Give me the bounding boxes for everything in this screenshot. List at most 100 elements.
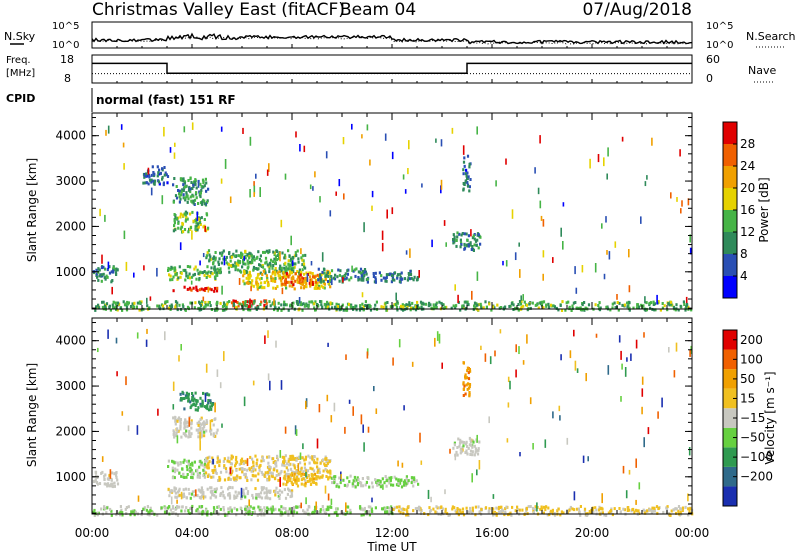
heatmap-cell (661, 306, 664, 310)
colorbar-tick-label: 16 (740, 203, 755, 217)
heatmap-cell (183, 126, 186, 133)
heatmap-cell (622, 507, 625, 511)
heatmap-cell (366, 304, 369, 308)
heatmap-cell (677, 308, 680, 312)
heatmap-cell (168, 273, 171, 277)
heatmap-cell (223, 478, 227, 482)
heatmap-cell (196, 289, 199, 293)
heatmap-cell (594, 263, 597, 273)
heatmap-cell (517, 303, 520, 306)
heatmap-cell (194, 408, 197, 412)
heatmap-cell (526, 334, 528, 344)
heatmap-cell (190, 421, 193, 425)
heatmap-cell (581, 303, 584, 307)
heatmap-cell (617, 308, 620, 312)
heatmap-cell (656, 294, 658, 305)
heatmap-cell (147, 173, 150, 177)
heatmap-cell (101, 470, 104, 474)
heatmap-cell (327, 275, 330, 278)
heatmap-cell (326, 394, 329, 402)
heatmap-cell (304, 481, 307, 485)
heatmap-cell (281, 463, 284, 467)
heatmap-cell (247, 510, 250, 513)
heatmap-cell (475, 449, 478, 453)
heatmap-cell (399, 478, 403, 482)
heatmap-cell (235, 455, 238, 459)
heatmap-cell (300, 502, 302, 509)
heatmap-cell (224, 514, 227, 517)
heatmap-cell (495, 506, 498, 510)
heatmap-cell (475, 302, 478, 306)
heatmap-cell (635, 339, 638, 349)
heatmap-cell (228, 485, 231, 489)
heatmap-cell (178, 192, 181, 196)
heatmap-cell (329, 505, 332, 509)
heatmap-cell (204, 495, 207, 499)
heatmap-cell (351, 482, 354, 486)
heatmap-cell (372, 275, 375, 278)
scattered-echoes (97, 328, 692, 513)
heatmap-cell (104, 306, 107, 310)
heatmap-cell (207, 270, 210, 274)
heatmap-cell (460, 233, 463, 237)
heatmap-cell (162, 183, 165, 187)
heatmap-cell (471, 450, 474, 454)
heatmap-cell (478, 510, 481, 514)
heatmap-cell (195, 401, 198, 405)
heatmap-cell (446, 511, 449, 515)
heatmap-cell (405, 513, 408, 517)
heatmap-cell (681, 506, 685, 510)
heatmap-cell (129, 305, 133, 308)
heatmap-cell (542, 300, 546, 304)
heatmap-cell (206, 403, 209, 407)
heatmap-cell (240, 270, 243, 274)
heatmap-cell (283, 274, 286, 278)
heatmap-cell (196, 468, 199, 472)
heatmap-cell (284, 261, 287, 265)
heatmap-cell (313, 511, 316, 515)
heatmap-cell (285, 466, 288, 470)
heatmap-cell (199, 191, 202, 195)
heatmap-cell (399, 511, 402, 515)
heatmap-cell (104, 277, 107, 281)
heatmap-cell (465, 174, 468, 178)
heatmap-cell (173, 213, 176, 216)
heatmap-cell (397, 482, 400, 486)
heatmap-cell (536, 502, 538, 512)
heatmap-cell (190, 275, 194, 279)
heatmap-cell (231, 469, 234, 473)
heatmap-cell (287, 249, 290, 253)
heatmap-cell (290, 280, 293, 284)
heatmap-cell (265, 301, 268, 305)
heatmap-cell (235, 249, 238, 253)
heatmap-cell (334, 273, 337, 277)
heatmap-cell (374, 276, 377, 280)
heatmap-cell (254, 487, 257, 491)
heatmap-cell (246, 507, 249, 511)
heatmap-cell (453, 441, 456, 445)
heatmap-cell (331, 302, 334, 306)
heatmap-cell (625, 490, 628, 499)
heatmap-cell (287, 513, 290, 517)
heatmap-cell (402, 305, 405, 309)
heatmap-cell (313, 306, 316, 310)
heatmap-cell (316, 457, 319, 461)
heatmap-cell (311, 272, 314, 275)
heatmap-cell (628, 469, 631, 475)
heatmap-cell (140, 513, 143, 517)
heatmap-cell (175, 185, 178, 188)
heatmap-cell (245, 304, 248, 308)
heatmap-cell (599, 306, 602, 310)
heatmap-cell (185, 429, 188, 433)
heatmap-cell (391, 304, 394, 308)
heatmap-cell (366, 280, 369, 284)
heatmap-cell (174, 491, 177, 495)
heatmap-cell (482, 306, 485, 310)
heatmap-cell (102, 272, 105, 276)
heatmap-cell (198, 511, 201, 515)
heatmap-cell (438, 300, 441, 304)
heatmap-cell (322, 285, 325, 289)
heatmap-cell (555, 306, 558, 310)
heatmap-cell (302, 477, 305, 481)
heatmap-cell (506, 513, 510, 517)
